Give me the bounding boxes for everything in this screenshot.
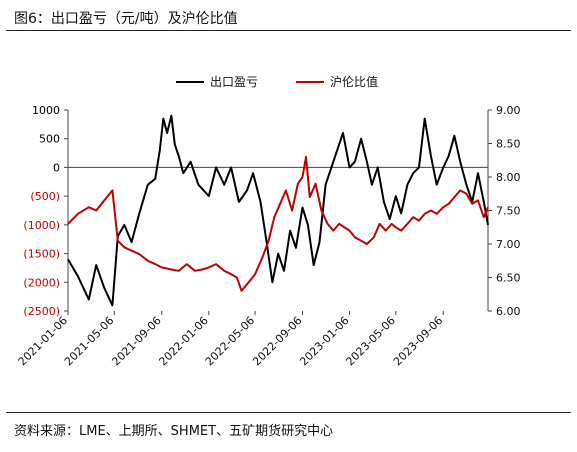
chart-canvas: 1000 500 0 (500) (1000) (1500) (2000) (2500) 9.0… xyxy=(16,74,521,368)
y-right-tick-label: 6.50 xyxy=(496,272,521,285)
source-divider xyxy=(6,412,571,413)
y-left-tick-label: (1000) xyxy=(23,219,60,232)
x-tick-label: 2022-09-06 xyxy=(250,314,304,368)
title-bar: 图6：出口盈亏（元/吨）及沪伦比值 xyxy=(0,0,577,34)
x-tick-label: 2021-09-06 xyxy=(109,314,163,368)
legend-label: 沪伦比值 xyxy=(330,74,378,89)
x-tick-label: 2022-05-06 xyxy=(203,314,257,368)
chart-title: 图6：出口盈亏（元/吨）及沪伦比值 xyxy=(14,11,238,27)
y-left-tick-label: 500 xyxy=(39,133,60,146)
legend-label: 出口盈亏 xyxy=(210,75,258,89)
y-left-tick-label: 1000 xyxy=(32,104,60,117)
y-left-tick-label: (2500) xyxy=(23,305,60,318)
y-right-tick-label: 8.00 xyxy=(496,171,521,184)
series-line-export-pnl xyxy=(67,114,489,307)
y-left-tick-label: (1500) xyxy=(23,248,60,261)
x-tick-label: 2023-09-06 xyxy=(391,314,445,368)
y-left-tick-label: 0 xyxy=(53,161,60,174)
y-right-tick-label: 9.00 xyxy=(496,104,521,117)
y-right-tick-label: 7.50 xyxy=(496,205,521,218)
x-tick-label: 2021-05-06 xyxy=(62,314,116,368)
title-divider xyxy=(6,30,571,31)
source-note: 资料来源：LME、上期所、SHMET、五矿期货研究中心 xyxy=(14,424,334,439)
y-left-tick-label: (2000) xyxy=(23,276,60,289)
x-tick-label: 2023-05-06 xyxy=(344,314,398,368)
series-line-ratio xyxy=(67,155,489,292)
y-right-tick-label: 7.00 xyxy=(496,238,521,251)
y-left-tick-label: (500) xyxy=(30,190,60,203)
y-right-tick-label: 6.00 xyxy=(496,305,521,318)
y-right-tick-label: 8.50 xyxy=(496,138,521,151)
